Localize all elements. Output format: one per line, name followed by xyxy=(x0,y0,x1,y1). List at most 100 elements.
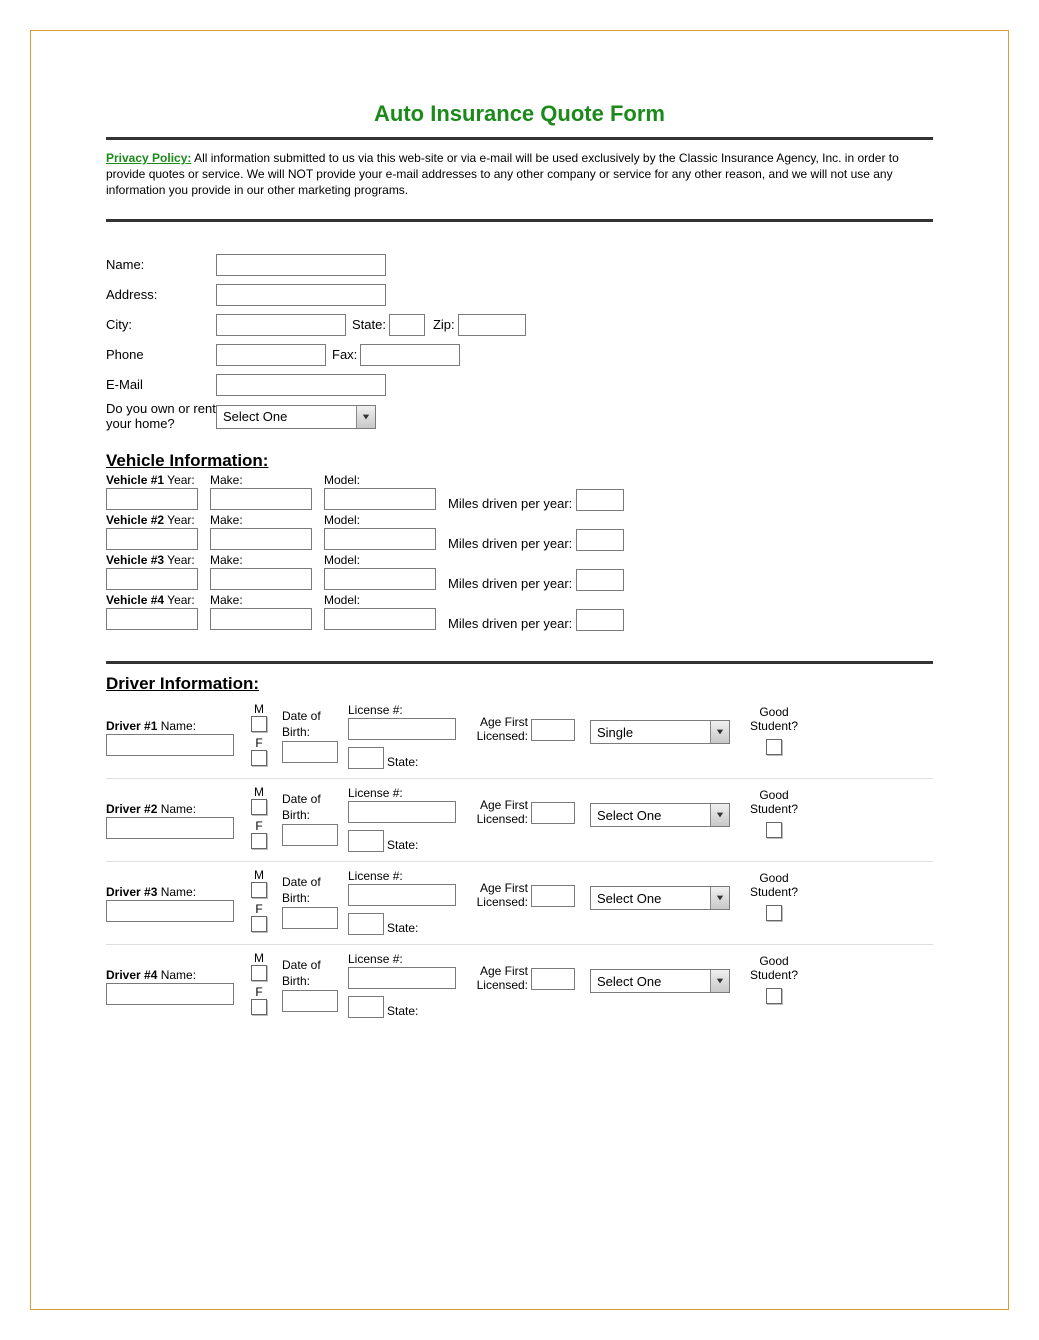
driver-goodstudent-label: Good Student? xyxy=(740,955,808,981)
driver-f-label: F xyxy=(255,819,262,833)
driver-agefirst-label: Age First Licensed: xyxy=(466,716,528,742)
vehicle-model-input[interactable] xyxy=(324,488,436,510)
home-label: Do you own or rent your home? xyxy=(106,402,216,432)
driver-goodstudent-label: Good Student? xyxy=(740,872,808,898)
driver-marital-select[interactable]: Select One xyxy=(590,886,730,910)
vehicle-year-input[interactable] xyxy=(106,488,198,510)
chevron-down-icon xyxy=(710,804,729,826)
vehicle-row: Vehicle #4 Year:Make:Model:Miles driven … xyxy=(106,593,933,631)
vehicle-model-label: Model: xyxy=(324,593,436,607)
driver-m-checkbox[interactable] xyxy=(251,716,267,732)
city-label: City: xyxy=(106,317,216,332)
chevron-down-icon xyxy=(710,970,729,992)
driver-license-state-label: State: xyxy=(387,755,418,769)
driver-name-label: Driver #4 Name: xyxy=(106,968,196,982)
driver-goodstudent-label: Good Student? xyxy=(740,706,808,732)
driver-license-state-input[interactable] xyxy=(348,913,384,935)
vehicle-miles-label: Miles driven per year: xyxy=(448,496,572,511)
driver-marital-select[interactable]: Select One xyxy=(590,803,730,827)
driver-m-label: M xyxy=(254,868,264,882)
vehicle-miles-input[interactable] xyxy=(576,609,624,631)
driver-dob-input[interactable] xyxy=(282,907,338,929)
driver-agefirst-input[interactable] xyxy=(531,719,575,741)
vehicle-make-label: Make: xyxy=(210,473,312,487)
driver-marital-select[interactable]: Select One xyxy=(590,969,730,993)
driver-marital-select[interactable]: Single xyxy=(590,720,730,744)
name-input[interactable] xyxy=(216,254,386,276)
driver-name-input[interactable] xyxy=(106,983,234,1005)
address-input[interactable] xyxy=(216,284,386,306)
driver-goodstudent-checkbox[interactable] xyxy=(766,822,782,838)
driver-f-checkbox[interactable] xyxy=(251,750,267,766)
vehicle-model-label: Model: xyxy=(324,513,436,527)
divider-driver xyxy=(106,661,933,664)
driver-name-input[interactable] xyxy=(106,817,234,839)
divider-contact xyxy=(106,219,933,222)
driver-marital-value: Select One xyxy=(597,974,710,989)
driver-dob-input[interactable] xyxy=(282,990,338,1012)
driver-dob-input[interactable] xyxy=(282,824,338,846)
driver-marital-value: Single xyxy=(597,725,710,740)
driver-f-checkbox[interactable] xyxy=(251,999,267,1015)
driver-dob-input[interactable] xyxy=(282,741,338,763)
vehicle-miles-input[interactable] xyxy=(576,489,624,511)
driver-license-input[interactable] xyxy=(348,967,456,989)
driver-goodstudent-checkbox[interactable] xyxy=(766,739,782,755)
driver-license-input[interactable] xyxy=(348,884,456,906)
driver-license-label: License #: xyxy=(348,703,403,717)
driver-m-checkbox[interactable] xyxy=(251,965,267,981)
driver-f-checkbox[interactable] xyxy=(251,833,267,849)
driver-agefirst-input[interactable] xyxy=(531,885,575,907)
phone-input[interactable] xyxy=(216,344,326,366)
driver-name-input[interactable] xyxy=(106,900,234,922)
vehicle-year-input[interactable] xyxy=(106,608,198,630)
driver-f-label: F xyxy=(255,736,262,750)
driver-m-label: M xyxy=(254,951,264,965)
vehicle-make-input[interactable] xyxy=(210,528,312,550)
driver-goodstudent-checkbox[interactable] xyxy=(766,905,782,921)
driver-license-label: License #: xyxy=(348,869,403,883)
driver-m-checkbox[interactable] xyxy=(251,882,267,898)
fax-label: Fax: xyxy=(332,347,357,362)
driver-license-state-input[interactable] xyxy=(348,830,384,852)
driver-marital-value: Select One xyxy=(597,891,710,906)
state-input[interactable] xyxy=(389,314,425,336)
driver-license-state-input[interactable] xyxy=(348,747,384,769)
driver-dob-label: Date of Birth: xyxy=(282,792,321,821)
driver-dob-label: Date of Birth: xyxy=(282,958,321,987)
driver-name-label: Driver #1 Name: xyxy=(106,719,196,733)
vehicle-section-heading: Vehicle Information: xyxy=(106,451,933,471)
vehicle-make-input[interactable] xyxy=(210,608,312,630)
home-select[interactable]: Select One xyxy=(216,405,376,429)
driver-m-label: M xyxy=(254,702,264,716)
vehicle-miles-input[interactable] xyxy=(576,529,624,551)
city-input[interactable] xyxy=(216,314,346,336)
vehicle-year-input[interactable] xyxy=(106,568,198,590)
email-input[interactable] xyxy=(216,374,386,396)
driver-m-checkbox[interactable] xyxy=(251,799,267,815)
driver-agefirst-input[interactable] xyxy=(531,802,575,824)
vehicle-make-input[interactable] xyxy=(210,488,312,510)
page-title: Auto Insurance Quote Form xyxy=(106,101,933,127)
chevron-down-icon xyxy=(710,887,729,909)
driver-f-checkbox[interactable] xyxy=(251,916,267,932)
vehicle-miles-input[interactable] xyxy=(576,569,624,591)
driver-license-state-input[interactable] xyxy=(348,996,384,1018)
driver-agefirst-input[interactable] xyxy=(531,968,575,990)
driver-license-input[interactable] xyxy=(348,718,456,740)
vehicle-model-input[interactable] xyxy=(324,528,436,550)
home-select-value: Select One xyxy=(223,409,356,424)
vehicle-year-label: Vehicle #4 Year: xyxy=(106,593,198,607)
driver-name-input[interactable] xyxy=(106,734,234,756)
vehicle-year-input[interactable] xyxy=(106,528,198,550)
vehicle-model-input[interactable] xyxy=(324,608,436,630)
fax-input[interactable] xyxy=(360,344,460,366)
driver-row: Driver #3 Name:MFDate of Birth:License #… xyxy=(106,861,933,944)
driver-row: Driver #2 Name:MFDate of Birth:License #… xyxy=(106,778,933,861)
driver-row: Driver #4 Name:MFDate of Birth:License #… xyxy=(106,944,933,1027)
vehicle-make-input[interactable] xyxy=(210,568,312,590)
driver-license-input[interactable] xyxy=(348,801,456,823)
vehicle-model-input[interactable] xyxy=(324,568,436,590)
driver-goodstudent-checkbox[interactable] xyxy=(766,988,782,1004)
zip-input[interactable] xyxy=(458,314,526,336)
